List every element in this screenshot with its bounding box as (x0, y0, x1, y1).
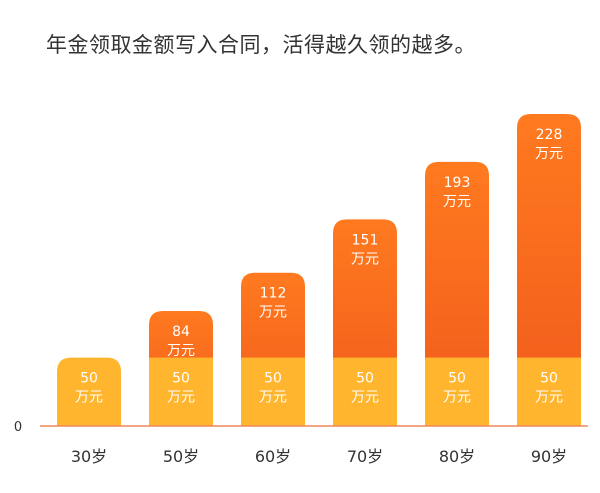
bar-label-base-50: 50 万元 (167, 371, 195, 406)
chart-title: 年金领取金额写入合同，活得越久领的越多。 (46, 33, 476, 57)
bar-label-base-30-unit: 万元 (75, 390, 103, 406)
bar-label-base-60: 50 万元 (259, 371, 287, 406)
bar-label-base-30: 50 万元 (75, 371, 103, 406)
bar-label-total-90-value: 228 (536, 127, 563, 143)
bar-base-70 (333, 357, 397, 426)
bar-label-base-90-unit: 万元 (535, 390, 563, 406)
bar-base-90 (517, 357, 581, 426)
bar-label-base-80-unit: 万元 (443, 390, 471, 406)
bar-total-90 (517, 114, 581, 426)
x-tick-60: 60岁 (255, 447, 291, 466)
bar-label-total-70-unit: 万元 (351, 251, 379, 267)
x-tick-50: 50岁 (163, 447, 199, 466)
bar-label-total-70-value: 151 (352, 232, 379, 248)
bar-label-total-60-unit: 万元 (259, 305, 287, 321)
bar-label-base-80: 50 万元 (443, 371, 471, 406)
bar-label-total-80: 193 万元 (443, 175, 471, 210)
bar-label-total-90-unit: 万元 (535, 146, 563, 162)
bar-label-total-80-unit: 万元 (443, 194, 471, 210)
bar-label-total-50: 84 万元 (167, 324, 195, 359)
bar-base-30 (57, 357, 121, 426)
bar-label-total-70: 151 万元 (351, 232, 379, 267)
bar-label-base-70-value: 50 (356, 371, 374, 387)
bar-base-60 (241, 357, 305, 426)
bar-label-base-30-value: 50 (80, 371, 98, 387)
x-tick-80: 80岁 (439, 447, 475, 466)
bar-label-base-90-value: 50 (540, 371, 558, 387)
bar-label-total-50-value: 84 (172, 324, 190, 340)
bar-base-50 (149, 357, 213, 426)
bar-label-total-60-value: 112 (260, 286, 287, 302)
bar-label-total-50-unit: 万元 (167, 343, 195, 359)
bar-label-total-60: 112 万元 (259, 286, 287, 321)
x-tick-90: 90岁 (531, 447, 567, 466)
bar-label-base-50-unit: 万元 (167, 390, 195, 406)
bar-label-base-60-unit: 万元 (259, 390, 287, 406)
bar-label-base-60-value: 50 (264, 371, 282, 387)
x-tick-70: 70岁 (347, 447, 383, 466)
bar-label-total-90: 228 万元 (535, 127, 563, 162)
bar-base-80 (425, 357, 489, 426)
bar-label-base-70: 50 万元 (351, 371, 379, 406)
bar-label-base-70-unit: 万元 (351, 390, 379, 406)
bar-label-base-90: 50 万元 (535, 371, 563, 406)
y-zero-label: 0 (14, 420, 22, 435)
x-tick-labels: 30岁 50岁 60岁 70岁 80岁 90岁 (71, 447, 567, 466)
bar-label-base-80-value: 50 (448, 371, 466, 387)
x-tick-30: 30岁 (71, 447, 107, 466)
bar-label-base-50-value: 50 (172, 371, 190, 387)
bar-label-total-80-value: 193 (444, 175, 471, 191)
